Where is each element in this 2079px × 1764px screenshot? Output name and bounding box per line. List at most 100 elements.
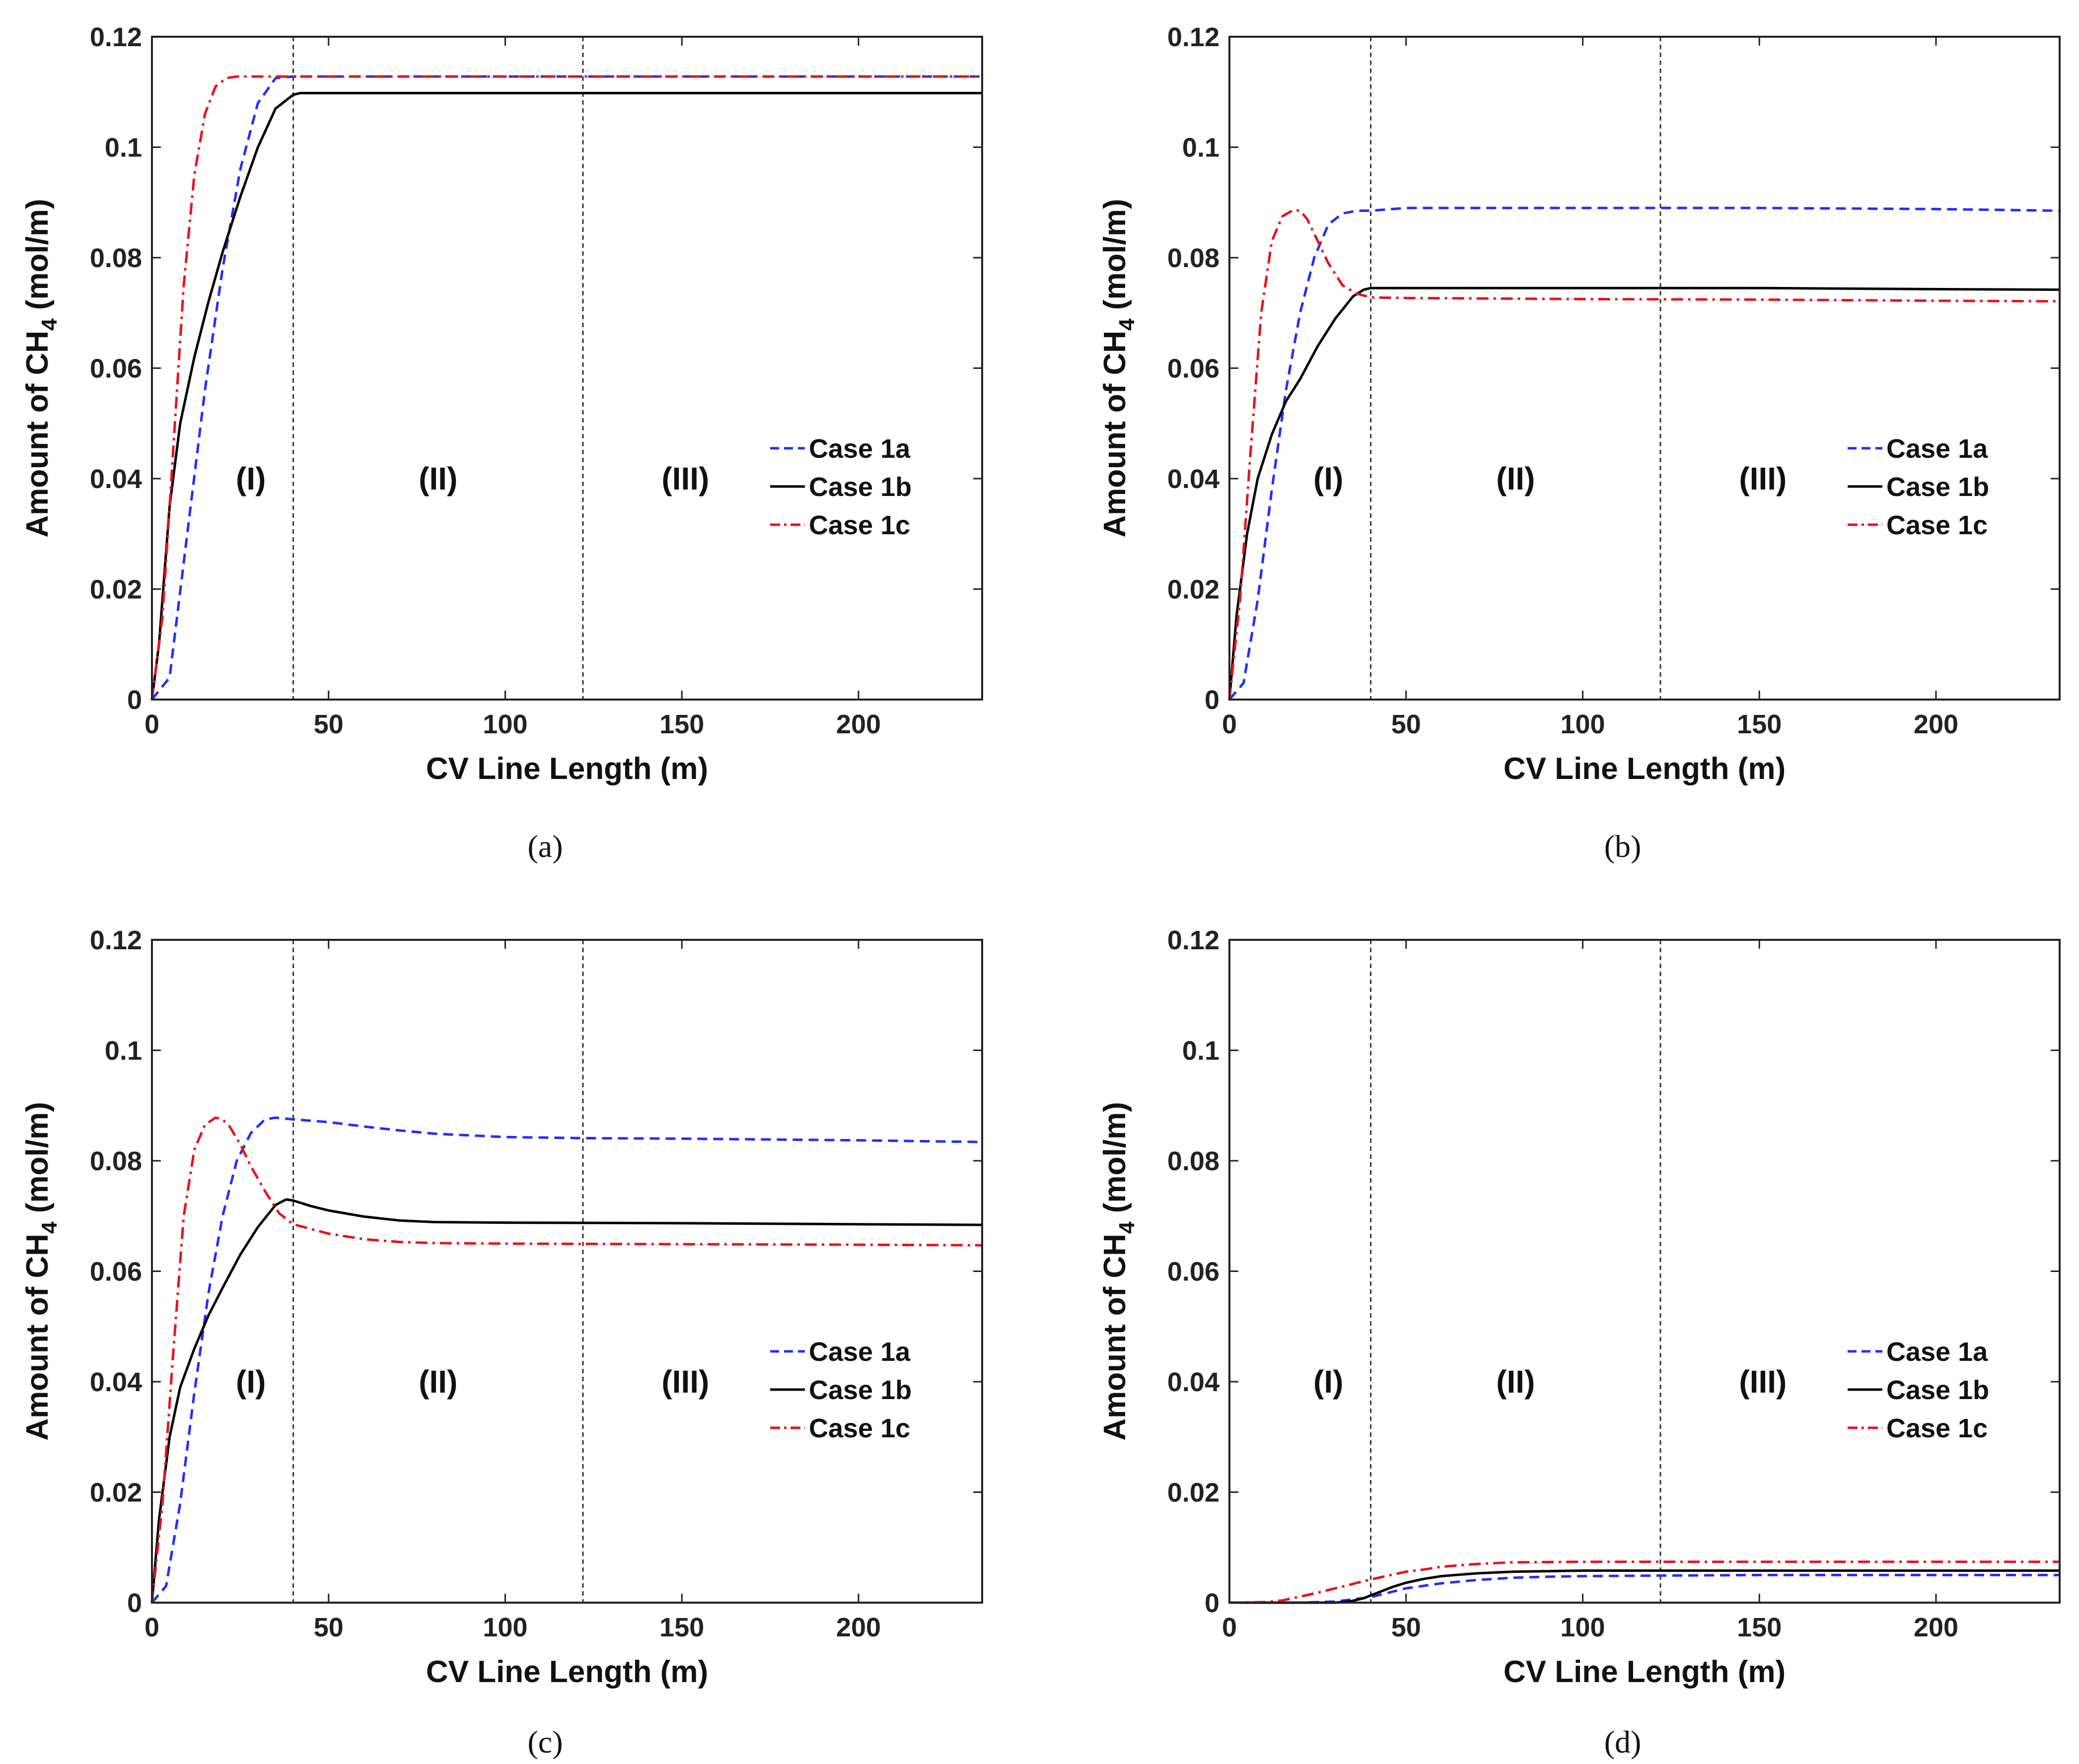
series-line-case-1b xyxy=(1229,1569,2060,1604)
x-tick-label: 50 xyxy=(1391,709,1421,739)
panel-caption: (d) xyxy=(1604,1724,1642,1760)
panel-caption: (b) xyxy=(1604,829,1642,864)
y-tick-label: 0.1 xyxy=(105,1036,142,1066)
series-line-case-1c xyxy=(1228,209,2060,700)
series-line-case-1b xyxy=(150,1198,983,1603)
y-axis-title-prefix: Amount of CH xyxy=(1098,331,1132,538)
y-tick-label: 0 xyxy=(127,685,142,715)
plot-area xyxy=(152,940,982,1603)
x-tick-label: 100 xyxy=(483,709,527,739)
legend-label: Case 1c xyxy=(809,510,910,540)
legend-label: Case 1a xyxy=(809,1337,911,1367)
panel-b: 0 50 100 150 200 0 0.02 0.04 0.06 0.08 0.1 0.12 CV L… xyxy=(1098,22,2061,786)
region-label-3: (III) xyxy=(661,1364,709,1400)
region-label-2: (II) xyxy=(1496,461,1535,496)
series-line-case-1c xyxy=(150,1116,983,1603)
panel-a: 0 50 100 150 200 0 0.02 0.04 0.06 0.08 0.1 0.12 CV L… xyxy=(20,22,983,786)
y-tick-label: 0.1 xyxy=(1182,133,1219,163)
legend: Case 1a Case 1b Case 1c xyxy=(770,434,912,540)
x-tick-label: 100 xyxy=(483,1613,527,1642)
x-tick-label: 0 xyxy=(144,709,159,739)
y-tick-label: 0.02 xyxy=(1167,575,1219,605)
x-tick-label: 0 xyxy=(1222,1613,1237,1642)
x-tick-label: 0 xyxy=(144,1613,159,1642)
y-axis-title-prefix: Amount of CH xyxy=(20,331,55,538)
series-line-case-1b xyxy=(1228,286,2060,700)
y-tick-label: 0.12 xyxy=(90,22,142,52)
y-tick-label: 0.06 xyxy=(1167,354,1219,384)
y-tick-label: 0.08 xyxy=(1167,1146,1219,1176)
region-label-1: (I) xyxy=(1313,1364,1343,1400)
y-tick-label: 0 xyxy=(1205,685,1219,715)
y-tick-label: 0.08 xyxy=(90,1146,142,1176)
y-axis-title-suffix: (mol/m) xyxy=(20,1102,55,1221)
y-tick-label: 0.06 xyxy=(90,1257,142,1287)
y-axis-title-suffix: (mol/m) xyxy=(1098,199,1132,318)
y-tick-label: 0.12 xyxy=(1167,22,1219,52)
plot-area xyxy=(1229,37,2060,700)
series-line-case-1c xyxy=(1229,1560,2060,1604)
y-axis-title: Amount of CH4 (mol/m) xyxy=(20,1102,62,1440)
legend-label: Case 1c xyxy=(1886,510,1988,540)
y-axis-title-prefix: Amount of CH xyxy=(20,1234,55,1441)
legend: Case 1a Case 1b Case 1c xyxy=(1848,434,1989,540)
y-axis-title-subscript: 4 xyxy=(37,318,62,331)
x-tick-label: 0 xyxy=(1222,709,1237,739)
y-tick-label: 0.04 xyxy=(90,1367,142,1397)
y-tick-label: 0.04 xyxy=(1167,464,1219,494)
region-label-2: (II) xyxy=(419,1364,457,1400)
y-axis-title: Amount of CH4 (mol/m) xyxy=(1098,199,1139,537)
y-axis-title-subscript: 4 xyxy=(1115,1221,1139,1234)
x-tick-label: 150 xyxy=(659,709,704,739)
legend-label: Case 1a xyxy=(1886,434,1988,464)
legend-label: Case 1b xyxy=(809,472,912,502)
legend-label: Case 1a xyxy=(809,434,911,464)
x-tick-label: 100 xyxy=(1560,709,1605,739)
x-tick-label: 150 xyxy=(659,1613,704,1642)
panel-d: 0 50 100 150 200 0 0.02 0.04 0.06 0.08 0.1 0.12 CV L… xyxy=(1098,925,2061,1689)
series-line-case-1c xyxy=(150,75,982,700)
region-label-3: (III) xyxy=(1739,461,1787,496)
x-tick-label: 200 xyxy=(1914,709,1958,739)
y-axis-title: Amount of CH4 (mol/m) xyxy=(1098,1102,1139,1440)
y-tick-label: 0.1 xyxy=(1182,1036,1219,1066)
series-line-case-1a xyxy=(1229,1573,2060,1604)
region-label-3: (III) xyxy=(661,461,709,496)
y-tick-label: 0.02 xyxy=(1167,1478,1219,1508)
x-tick-label: 50 xyxy=(314,1613,344,1642)
x-tick-label: 200 xyxy=(1914,1613,1958,1642)
y-axis-title-suffix: (mol/m) xyxy=(1098,1102,1132,1221)
y-tick-label: 0.12 xyxy=(90,925,142,955)
legend-label: Case 1b xyxy=(809,1375,912,1405)
x-tick-label: 200 xyxy=(836,709,881,739)
region-label-1: (I) xyxy=(236,1364,266,1400)
y-tick-label: 0.08 xyxy=(1167,243,1219,273)
legend-label: Case 1a xyxy=(1886,1337,1988,1367)
y-tick-label: 0 xyxy=(1205,1588,1219,1618)
region-label-1: (I) xyxy=(236,461,266,496)
x-tick-label: 100 xyxy=(1560,1613,1605,1642)
legend-label: Case 1c xyxy=(1886,1413,1988,1443)
x-tick-label: 50 xyxy=(1391,1613,1421,1642)
y-tick-label: 0.1 xyxy=(105,133,142,163)
region-label-2: (II) xyxy=(419,461,457,496)
series-line-case-1a xyxy=(1228,207,2060,701)
y-tick-label: 0.04 xyxy=(90,464,142,494)
x-axis-title: CV Line Length (m) xyxy=(1504,1655,1786,1689)
x-tick-label: 200 xyxy=(836,1613,881,1642)
y-axis-title-prefix: Amount of CH xyxy=(1098,1234,1132,1441)
legend-label: Case 1b xyxy=(1886,1375,1989,1405)
x-tick-label: 50 xyxy=(314,709,344,739)
panel-c: 0 50 100 150 200 0 0.02 0.04 0.06 0.08 0.1 0.12 CV L… xyxy=(20,925,983,1689)
y-tick-label: 0.08 xyxy=(90,243,142,273)
panel-caption: (c) xyxy=(527,1724,563,1760)
legend-label: Case 1c xyxy=(809,1413,910,1443)
x-tick-label: 150 xyxy=(1737,709,1782,739)
legend: Case 1a Case 1b Case 1c xyxy=(770,1337,912,1443)
y-tick-label: 0 xyxy=(127,1588,142,1618)
plot-area xyxy=(1229,940,2060,1603)
y-tick-label: 0.04 xyxy=(1167,1367,1219,1397)
series-line-case-1b xyxy=(150,92,982,700)
region-label-2: (II) xyxy=(1496,1364,1535,1400)
